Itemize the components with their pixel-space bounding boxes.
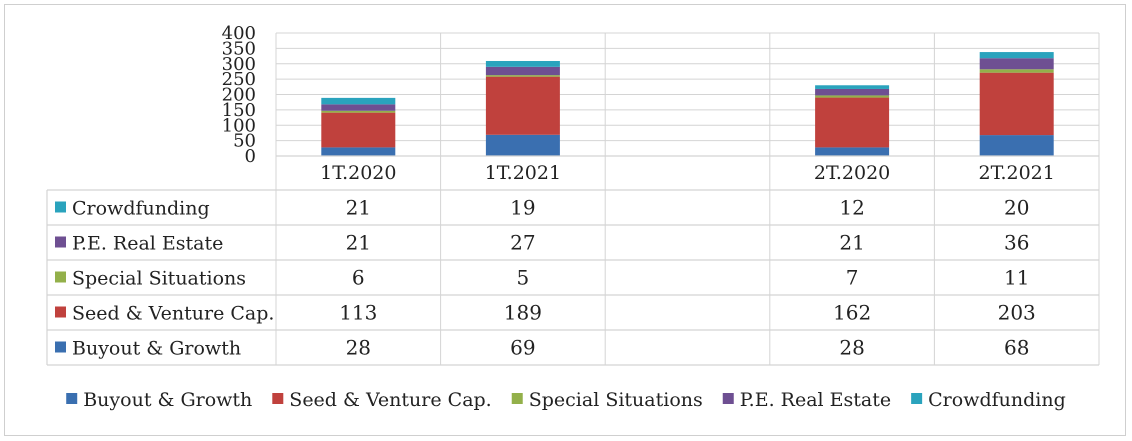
legend-item: P.E. Real Estate xyxy=(722,389,891,411)
bar-segment-buyout-growth xyxy=(815,147,890,156)
y-tick-label: 0 xyxy=(245,146,256,167)
bar-segment-seed-venture-cap- xyxy=(485,76,560,135)
table-cell-value: 162 xyxy=(833,301,871,325)
bar-segment-buyout-growth xyxy=(321,147,396,156)
table-cell-value: 203 xyxy=(998,301,1036,325)
legend-label: Seed & Venture Cap. xyxy=(289,389,491,411)
chart-frame xyxy=(4,4,1126,436)
table-row-label: Special Situations xyxy=(72,268,246,290)
table-cell-value: 11 xyxy=(1004,266,1029,290)
table-cell-value: 28 xyxy=(346,336,371,360)
legend-item: Crowdfunding xyxy=(911,389,1066,411)
category-label: 2T.2020 xyxy=(814,162,890,184)
legend-swatch xyxy=(911,393,923,404)
table-cell-value: 21 xyxy=(839,231,864,255)
bar-segment-special-situations xyxy=(815,95,890,98)
category-label: 1T.2020 xyxy=(320,162,396,184)
legend-key-swatch xyxy=(55,201,66,213)
table-cell-value: 68 xyxy=(1004,336,1029,360)
legend-key-swatch xyxy=(55,271,66,283)
legend-item: Buyout & Growth xyxy=(66,389,252,411)
bar-segment-buyout-growth xyxy=(485,134,560,156)
table-cell-value: 113 xyxy=(339,301,377,325)
bar-segment-buyout-growth xyxy=(979,135,1054,156)
bar-segment-special-situations xyxy=(321,110,396,113)
table-cell-value: 12 xyxy=(839,196,864,220)
legend-label: Crowdfunding xyxy=(928,389,1066,411)
legend-swatch xyxy=(511,393,523,404)
bar-segment-seed-venture-cap- xyxy=(979,72,1054,136)
bar-segment-p-e-real-estate xyxy=(979,58,1054,70)
table-cell-value: 19 xyxy=(510,196,535,220)
table-cell-value: 36 xyxy=(1004,231,1029,255)
bar-segment-p-e-real-estate xyxy=(321,104,396,111)
table-row-label: Buyout & Growth xyxy=(72,338,241,360)
bar-segment-crowdfunding xyxy=(321,97,396,105)
y-tick-label: 250 xyxy=(222,69,256,90)
table-cell-value: 21 xyxy=(346,196,371,220)
y-tick-label: 300 xyxy=(222,54,256,75)
table-cell-value: 6 xyxy=(352,266,365,290)
legend-swatch xyxy=(66,393,78,404)
legend-label: Buyout & Growth xyxy=(83,389,252,411)
table-cell-value: 7 xyxy=(846,266,859,290)
legend-key-swatch xyxy=(55,341,66,353)
y-tick-label: 100 xyxy=(222,115,256,136)
bar-segment-crowdfunding xyxy=(979,52,1054,59)
table-cell-value: 21 xyxy=(346,231,371,255)
legend-swatch xyxy=(272,393,284,404)
bar-segment-crowdfunding xyxy=(485,60,560,67)
bar-segment-special-situations xyxy=(485,75,560,77)
bar-segment-seed-venture-cap- xyxy=(321,112,396,148)
table-cell-value: 28 xyxy=(839,336,864,360)
bar-segment-crowdfunding xyxy=(815,85,890,89)
table-cell-value: 20 xyxy=(1004,196,1029,220)
legend-label: P.E. Real Estate xyxy=(740,389,891,411)
y-tick-label: 150 xyxy=(222,100,256,121)
y-tick-label: 350 xyxy=(222,38,256,59)
legend-key-swatch xyxy=(55,306,66,318)
table-cell-value: 5 xyxy=(517,266,530,290)
table-row-label: P.E. Real Estate xyxy=(72,233,223,255)
y-tick-label: 400 xyxy=(222,23,256,44)
category-label: 2T.2021 xyxy=(979,162,1055,184)
table-cell-value: 27 xyxy=(510,231,535,255)
legend-swatch xyxy=(722,393,734,404)
table-row-label: Crowdfunding xyxy=(72,198,210,220)
bar-segment-p-e-real-estate xyxy=(485,66,560,76)
bar-segment-p-e-real-estate xyxy=(815,88,890,96)
legend-item: Special Situations xyxy=(511,389,703,411)
y-tick-label: 200 xyxy=(222,85,256,106)
category-label: 1T.2021 xyxy=(485,162,561,184)
y-tick-label: 50 xyxy=(233,131,256,152)
table-row-label: Seed & Venture Cap. xyxy=(72,303,274,325)
table-cell-value: 69 xyxy=(510,336,535,360)
legend-key-swatch xyxy=(55,236,66,248)
legend-label: Special Situations xyxy=(529,389,703,411)
bar-segment-seed-venture-cap- xyxy=(815,97,890,148)
legend-item: Seed & Venture Cap. xyxy=(272,389,492,411)
bar-segment-special-situations xyxy=(979,69,1054,73)
table-cell-value: 189 xyxy=(504,301,542,325)
